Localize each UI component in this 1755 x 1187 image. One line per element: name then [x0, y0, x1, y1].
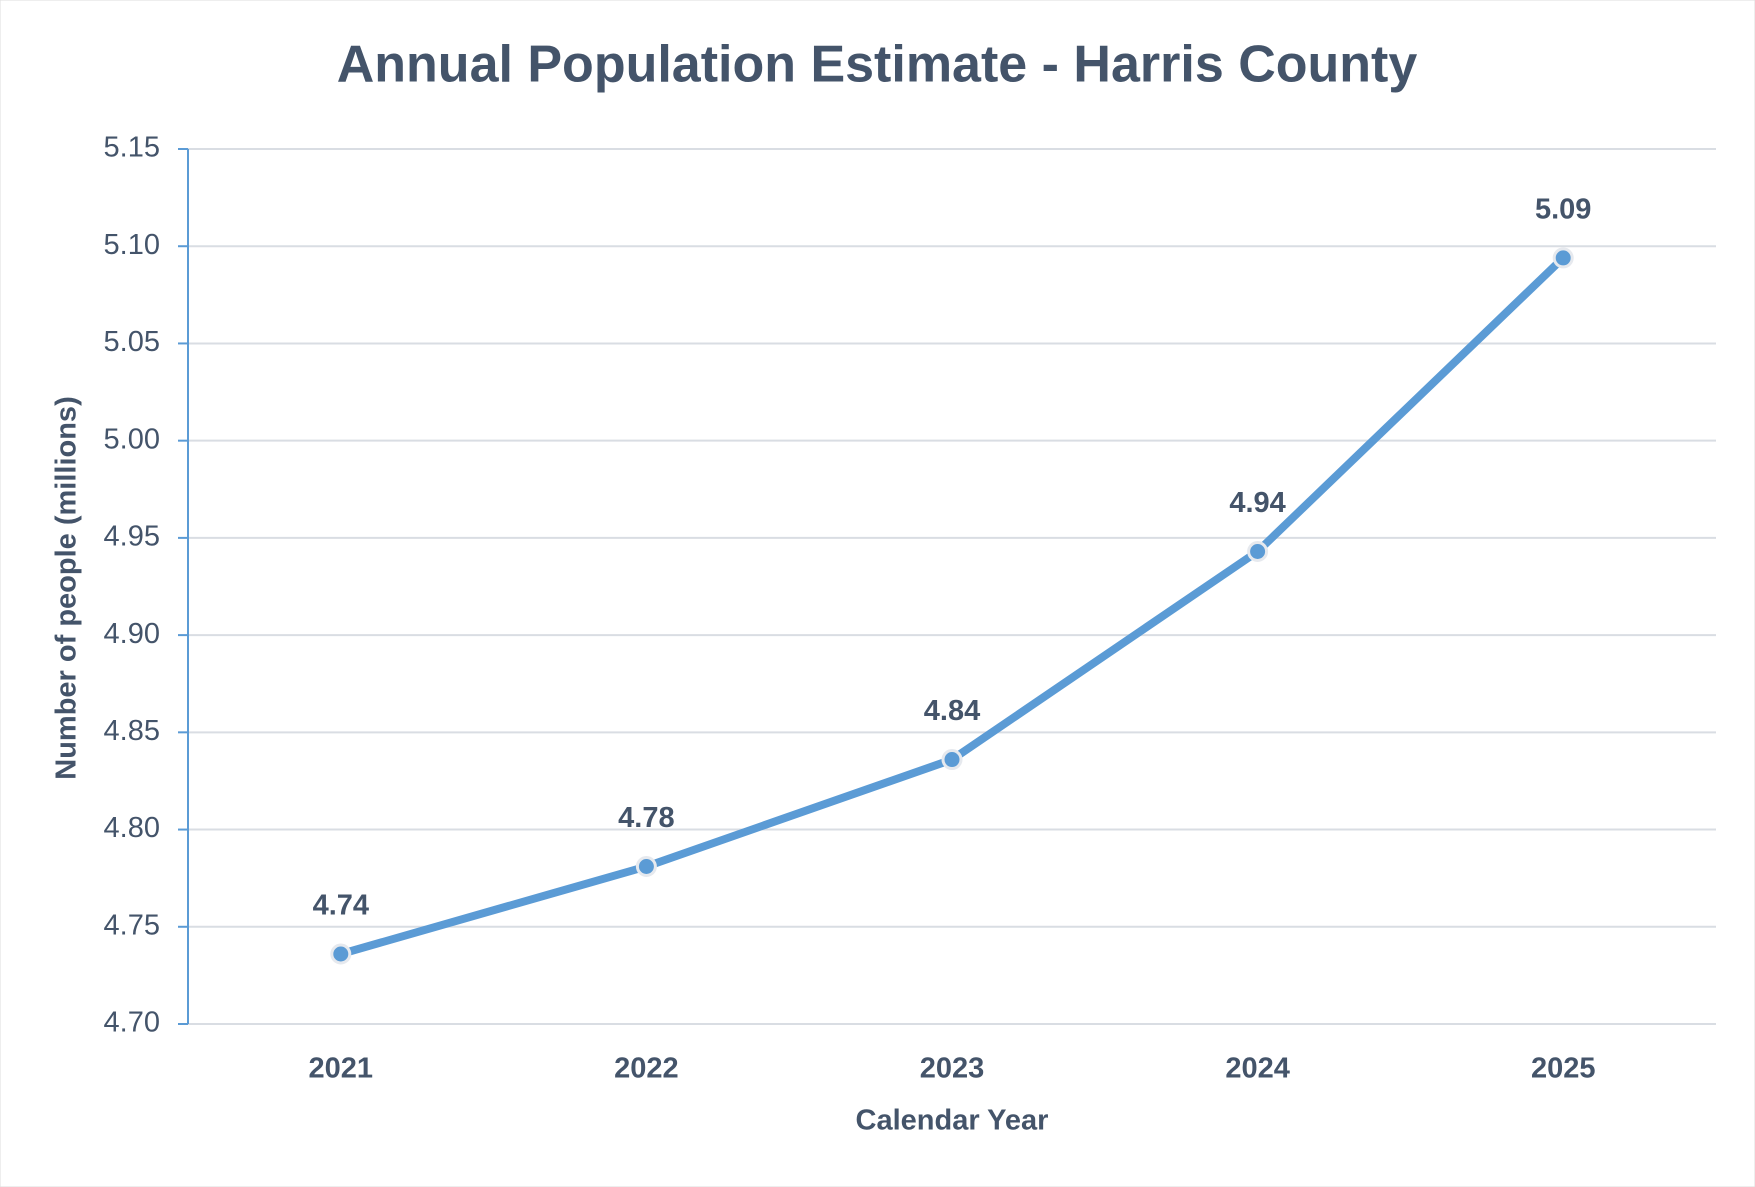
- data-point: [941, 749, 963, 771]
- x-tick-label: 2025: [1531, 1053, 1596, 1085]
- y-tick-label: 4.90: [104, 618, 160, 650]
- x-axis-title: Calendar Year: [856, 1105, 1049, 1137]
- x-tick-label: 2023: [920, 1053, 985, 1085]
- data-label: 5.09: [1535, 194, 1591, 226]
- data-point: [1247, 541, 1269, 562]
- y-tick-label: 5.00: [104, 423, 160, 455]
- y-tick-label: 5.05: [104, 326, 160, 358]
- x-tick-label: 2021: [309, 1053, 374, 1085]
- data-point: [1552, 247, 1574, 269]
- data-label: 4.78: [618, 802, 674, 834]
- y-tick-label: 4.85: [104, 715, 160, 747]
- x-tick-label: 2022: [614, 1053, 679, 1085]
- y-tick-label: 4.75: [104, 909, 160, 941]
- chart-title: Annual Population Estimate - Harris Coun…: [337, 36, 1418, 94]
- data-point: [635, 856, 657, 877]
- data-label: 4.74: [313, 890, 369, 922]
- data-point: [330, 943, 352, 965]
- y-axis-title: Number of people (millions): [51, 396, 83, 779]
- x-tick-label: 2024: [1225, 1053, 1290, 1085]
- y-tick-label: 5.10: [104, 229, 160, 261]
- y-tick-label: 4.80: [104, 812, 160, 844]
- data-label: 4.84: [924, 695, 980, 727]
- y-tick-label: 4.95: [104, 521, 160, 553]
- y-tick-label: 4.70: [104, 1007, 160, 1039]
- y-tick-label: 5.15: [104, 132, 160, 164]
- data-label: 4.94: [1229, 487, 1285, 519]
